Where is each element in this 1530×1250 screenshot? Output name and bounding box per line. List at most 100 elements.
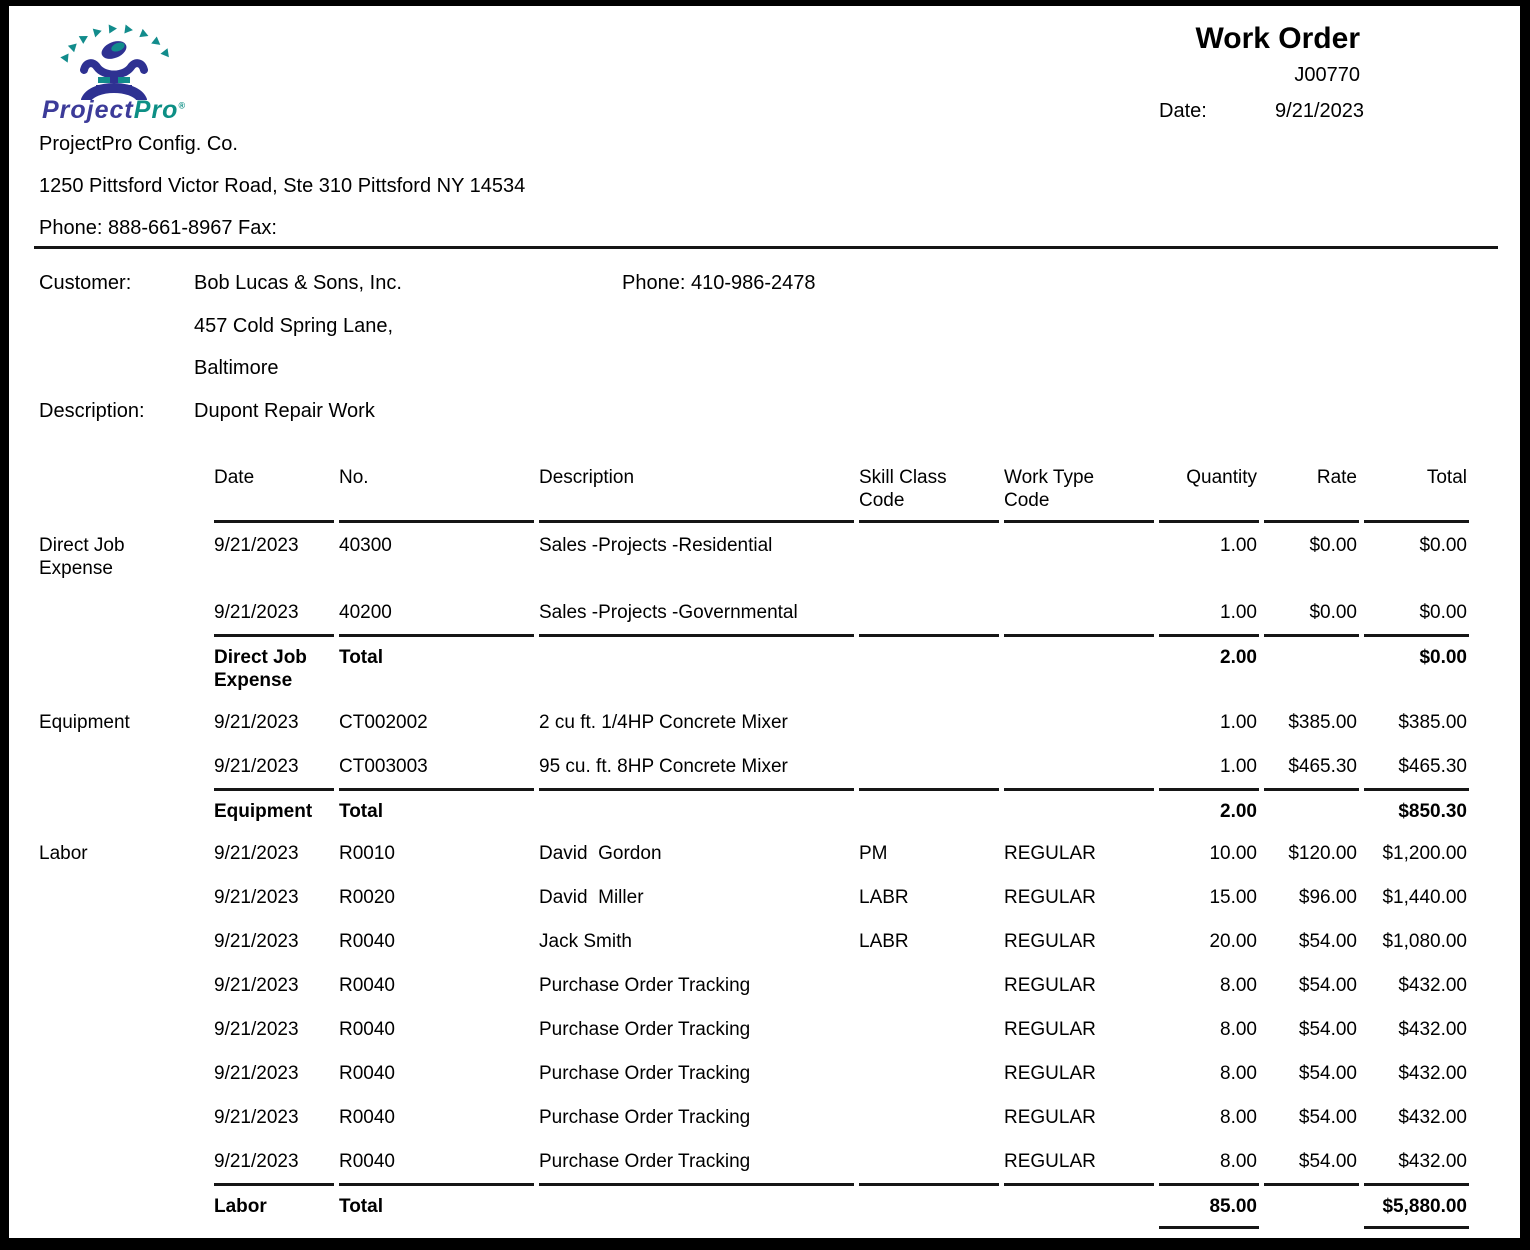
customer-name: Bob Lucas & Sons, Inc. — [194, 272, 402, 294]
cell-work-type: REGULAR — [1004, 1107, 1096, 1128]
cell-date: 9/21/2023 — [214, 1019, 299, 1040]
logo-word-project: Project — [42, 96, 134, 124]
column-header-skill-class-code: Skill Class Code — [859, 458, 999, 523]
cell-rate: $54.00 — [1298, 1019, 1357, 1040]
cell-date: 9/21/2023 — [214, 887, 299, 908]
cell-date: 9/21/2023 — [214, 756, 299, 777]
projectpro-logo: ProjectPro® — [42, 24, 222, 125]
work-order-number: J00770 — [1294, 64, 1360, 86]
total-label: Total — [339, 1183, 534, 1226]
grand-total-row: Grand Total 89.00 $6,730.30 — [39, 1226, 1469, 1250]
cell-quantity: 8.00 — [1220, 1151, 1257, 1172]
cell-quantity: 1.00 — [1220, 712, 1257, 733]
column-header-total: Total — [1364, 458, 1469, 523]
column-header-rate: Rate — [1264, 458, 1359, 523]
cell-date: 9/21/2023 — [214, 975, 299, 996]
cell-description: Sales -Projects -Governmental — [539, 602, 798, 623]
group-column-header — [39, 458, 209, 523]
cell-quantity: 15.00 — [1209, 887, 1257, 908]
cell-no: 40300 — [339, 535, 392, 556]
date-value: 9/21/2023 — [1275, 100, 1364, 122]
cell-description: 2 cu ft. 1/4HP Concrete Mixer — [539, 712, 788, 733]
total-label: Total — [339, 634, 534, 700]
cell-skill-class: PM — [859, 843, 888, 864]
cell-description: Sales -Projects -Residential — [539, 535, 773, 556]
column-header-description: Description — [539, 458, 854, 523]
cell-skill-class — [859, 1007, 999, 1051]
section-label-labor: Labor — [39, 843, 88, 864]
cell-work-type: REGULAR — [1004, 931, 1096, 952]
cell-date: 9/21/2023 — [214, 602, 299, 623]
column-header-quantity: Quantity — [1159, 458, 1259, 523]
section-total-row-labor: Labor Total 85.00 $5,880.00 — [39, 1183, 1469, 1226]
table-row: 9/21/2023 R0020 David Miller LABR REGULA… — [39, 875, 1469, 919]
cell-quantity: 10.00 — [1209, 843, 1257, 864]
cell-rate: $54.00 — [1298, 931, 1357, 952]
cell-skill-class — [859, 1139, 999, 1183]
total-amount: $850.30 — [1364, 788, 1469, 831]
cell-date: 9/21/2023 — [214, 843, 299, 864]
cell-description: Purchase Order Tracking — [539, 975, 751, 996]
cell-no: R0040 — [339, 1019, 395, 1040]
cell-description: Purchase Order Tracking — [539, 1107, 751, 1128]
cell-total: $0.00 — [1419, 602, 1467, 623]
line-items-table: Date No. Description Skill Class Code Wo… — [34, 458, 1474, 1250]
total-label: Total — [339, 788, 534, 831]
cell-quantity: 8.00 — [1220, 1107, 1257, 1128]
company-block: ProjectPro Config. Co. 1250 Pittsford Vi… — [39, 123, 525, 249]
cell-no: R0040 — [339, 1063, 395, 1084]
cell-total: $432.00 — [1398, 1063, 1467, 1084]
table-row: Equipment 9/21/2023 CT002002 2 cu ft. 1/… — [39, 700, 1469, 744]
cell-skill-class — [859, 1095, 999, 1139]
cell-quantity: 1.00 — [1220, 602, 1257, 623]
cell-rate: $0.00 — [1309, 602, 1357, 623]
cell-date: 9/21/2023 — [214, 1107, 299, 1128]
total-group-label: Equipment — [214, 788, 334, 831]
cell-no: 40200 — [339, 602, 392, 623]
table-row: 9/21/2023 R0040 Purchase Order Tracking … — [39, 1007, 1469, 1051]
table-row: 9/21/2023 40200 Sales -Projects -Governm… — [39, 590, 1469, 634]
cell-quantity: 20.00 — [1209, 931, 1257, 952]
cell-work-type: REGULAR — [1004, 843, 1096, 864]
total-group-label: Direct Job Expense — [214, 634, 334, 700]
header-divider — [34, 246, 1498, 249]
cell-quantity: 8.00 — [1220, 1063, 1257, 1084]
projectpro-logo-icon — [60, 24, 169, 100]
section-total-row-equipment: Equipment Total 2.00 $850.30 — [39, 788, 1469, 831]
cell-work-type: REGULAR — [1004, 1151, 1096, 1172]
cell-work-type — [1004, 700, 1154, 744]
cell-description: 95 cu. ft. 8HP Concrete Mixer — [539, 756, 788, 777]
cell-skill-class — [859, 700, 999, 744]
table-row: 9/21/2023 R0040 Jack Smith LABR REGULAR … — [39, 919, 1469, 963]
cell-description: Purchase Order Tracking — [539, 1151, 751, 1172]
cell-total: $432.00 — [1398, 1107, 1467, 1128]
registered-trademark-icon: ® — [178, 100, 187, 111]
table-header-row: Date No. Description Skill Class Code Wo… — [39, 458, 1469, 523]
section-label-equipment: Equipment — [39, 712, 130, 733]
total-amount: $5,880.00 — [1364, 1183, 1469, 1226]
table-row: 9/21/2023 R0040 Purchase Order Tracking … — [39, 963, 1469, 1007]
work-description: Dupont Repair Work — [194, 400, 375, 422]
cell-no: CT003003 — [339, 756, 428, 777]
company-name: ProjectPro Config. Co. — [39, 133, 238, 155]
cell-date: 9/21/2023 — [214, 1063, 299, 1084]
table-row: Direct Job Expense 9/21/2023 40300 Sales… — [39, 523, 1469, 590]
cell-total: $432.00 — [1398, 975, 1467, 996]
cell-no: R0020 — [339, 887, 395, 908]
document-header: Work Order J00770 Date: 9/21/2023 — [1159, 22, 1364, 123]
cell-quantity: 8.00 — [1220, 1019, 1257, 1040]
cell-description: David Gordon — [539, 843, 662, 864]
column-header-work-type-code: Work Type Code — [1004, 458, 1154, 523]
customer-label: Customer: — [39, 272, 132, 294]
table-row: 9/21/2023 R0040 Purchase Order Tracking … — [39, 1139, 1469, 1183]
cell-rate: $54.00 — [1298, 975, 1357, 996]
table-row: 9/21/2023 CT003003 95 cu. ft. 8HP Concre… — [39, 744, 1469, 788]
company-address: 1250 Pittsford Victor Road, Ste 310 Pitt… — [39, 175, 526, 197]
cell-date: 9/21/2023 — [214, 535, 299, 556]
logo-word-pro: Pro — [133, 96, 179, 124]
cell-quantity: 1.00 — [1220, 535, 1257, 556]
grand-total-label: Grand Total — [39, 1236, 145, 1250]
cell-quantity: 1.00 — [1220, 756, 1257, 777]
cell-no: R0040 — [339, 1107, 395, 1128]
